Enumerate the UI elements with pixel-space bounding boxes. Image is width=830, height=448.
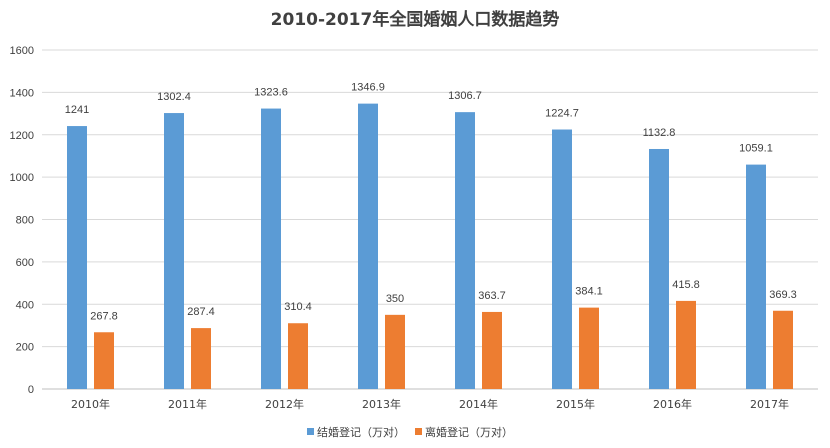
bar-divorce[interactable]: [288, 323, 308, 389]
bar-divorce[interactable]: [773, 310, 793, 389]
data-label: 1241: [65, 104, 89, 116]
y-tick-label: 1600: [10, 45, 34, 57]
data-label: 1059.1: [739, 143, 773, 155]
bar-divorce[interactable]: [385, 314, 405, 389]
bar-marriage[interactable]: [552, 129, 572, 389]
y-tick-label: 1200: [10, 130, 34, 142]
bar-divorce[interactable]: [579, 307, 599, 389]
y-tick-label: 1400: [10, 87, 34, 99]
legend-swatch-divorce[interactable]: [415, 428, 422, 435]
x-category-label: 2011年: [168, 397, 207, 411]
x-category-label: 2017年: [750, 397, 789, 411]
x-category-label: 2016年: [653, 397, 692, 411]
data-label: 1346.9: [351, 82, 385, 94]
bar-marriage[interactable]: [358, 103, 378, 390]
data-label: 287.4: [187, 306, 215, 318]
legend-label-divorce[interactable]: 离婚登记（万对）: [425, 425, 513, 439]
bar-divorce[interactable]: [676, 300, 696, 389]
y-tick-label: 200: [16, 342, 34, 354]
bar-marriage[interactable]: [261, 108, 281, 389]
chart-title: 2010-2017年全国婚姻人口数据趋势: [271, 9, 560, 30]
x-category-label: 2012年: [265, 397, 304, 411]
x-category-label: 2010年: [71, 397, 110, 411]
legend[interactable]: 结婚登记（万对） 离婚登记（万对）: [307, 425, 513, 439]
data-label: 369.3: [769, 289, 797, 301]
y-tick-label: 600: [16, 257, 34, 269]
x-category-label: 2015年: [556, 397, 595, 411]
data-label: 267.8: [90, 310, 118, 322]
bar-divorce[interactable]: [191, 328, 211, 389]
legend-swatch-marriage[interactable]: [307, 428, 314, 435]
x-category-label: 2013年: [362, 397, 401, 411]
x-axis-categories: 2010年 2011年 2012年 2013年 2014年 2015年 2016年 2017年: [71, 397, 789, 411]
data-label: 350: [386, 293, 404, 305]
y-tick-label: 0: [28, 384, 34, 396]
bar-marriage[interactable]: [164, 113, 184, 389]
bar-marriage[interactable]: [67, 126, 87, 390]
data-label: 1132.8: [643, 127, 676, 139]
data-label: 310.4: [284, 301, 312, 313]
data-label: 1302.4: [157, 91, 191, 103]
data-label: 1323.6: [254, 87, 288, 99]
y-axis-ticks: 0 200 400 600 800 1000 1200 1400 1600: [10, 45, 34, 396]
legend-label-marriage[interactable]: 结婚登记（万对）: [317, 425, 405, 439]
bar-marriage[interactable]: [455, 112, 475, 389]
bar-divorce[interactable]: [94, 332, 114, 389]
data-label: 1224.7: [545, 108, 579, 120]
data-labels: 1241 267.8 1302.4 287.4 1323.6 310.4 1346.9 350…: [65, 82, 797, 323]
bar-marriage[interactable]: [746, 164, 766, 389]
bar-marriage[interactable]: [649, 148, 669, 389]
x-category-label: 2014年: [459, 397, 498, 411]
bar-divorce[interactable]: [482, 311, 502, 389]
data-label: 363.7: [478, 290, 506, 302]
bars: [67, 103, 793, 390]
data-label: 1306.7: [448, 90, 482, 102]
y-tick-label: 1000: [10, 172, 34, 184]
y-tick-label: 400: [16, 299, 34, 311]
data-label: 384.1: [575, 286, 603, 298]
data-label: 415.8: [672, 279, 700, 291]
y-tick-label: 800: [16, 215, 34, 227]
